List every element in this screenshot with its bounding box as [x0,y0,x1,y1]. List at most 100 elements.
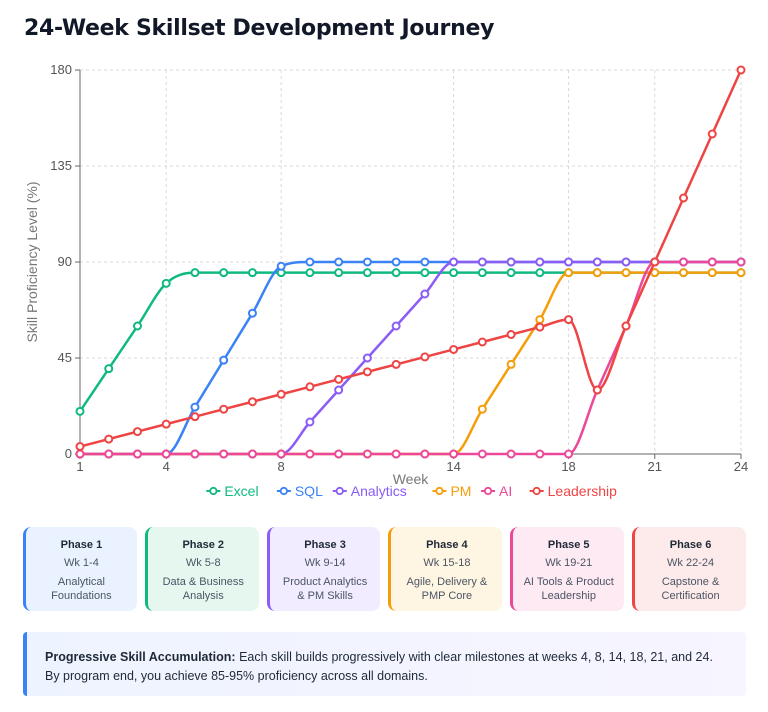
page-title: 24-Week Skillset Development Journey [24,16,495,41]
legend-label-pm: PM [450,483,471,499]
phase-weeks: Wk 15-18 [423,557,471,569]
phase-name: Phase 2 [182,539,225,551]
data-point-analytics [535,257,545,267]
data-point-leadership [449,344,459,354]
data-point-ai [161,449,171,459]
data-point-pm [592,268,602,278]
data-point-ai [707,257,717,267]
series-line-leadership [79,69,743,448]
chart-legend: Excel SQL Analytics PM AI Leadership [206,483,617,499]
data-point-excel [219,268,229,278]
data-point-leadership [707,129,717,139]
data-point-leadership [276,389,286,399]
data-point-excel [506,268,516,278]
data-point-sql [305,257,315,267]
legend-marker-sql [279,486,288,496]
data-point-ai [219,449,229,459]
data-point-leadership [334,374,344,384]
phase-desc-line: Capstone & [661,576,720,588]
phase-card-1: Phase 1 Wk 1-4 Analytical Foundations [23,527,137,611]
phase-desc-line: PMP Core [421,590,473,602]
phase-card-4: Phase 4 Wk 15-18 Agile, Delivery & PMP Co… [388,527,503,611]
y-tick-label: 45 [58,350,72,365]
y-axis-title: Skill Proficiency Level (%) [24,181,40,342]
phase-desc-line: Leadership [541,590,596,602]
data-point-excel [132,321,142,331]
phase-desc-line: & PM Skills [297,590,353,602]
legend-label-sql: SQL [295,483,323,499]
data-point-excel [247,268,257,278]
data-point-pm [707,268,717,278]
phase-desc-line: Analytical [57,576,105,588]
data-point-leadership [535,322,545,332]
data-point-excel [190,268,200,278]
phase-desc-line: Agile, Delivery & [406,576,488,588]
phase-cards: Phase 1 Wk 1-4 Analytical Foundations Pha… [23,527,746,611]
series-leadership [75,65,746,452]
data-point-pm [621,268,631,278]
x-tick-label: 24 [734,459,748,474]
data-point-pm [564,268,574,278]
phase-card-2: Phase 2 Wk 5-8 Data & Business Analysis [144,527,259,611]
data-point-leadership [190,412,200,422]
legend-label-ai: AI [499,483,512,499]
data-point-ai [104,449,114,459]
legend-item-sql: SQL [276,483,323,499]
phase-card-6: Phase 6 Wk 22-24 Capstone & Certification [632,527,746,611]
phase-weeks: Wk 9-14 [304,557,346,569]
phase-desc-line: Foundations [51,590,112,602]
phase-desc-line: Product Analytics [282,576,368,588]
x-tick-label: 14 [446,459,460,474]
summary-note: Progressive Skill Accumulation: Each ski… [23,632,746,696]
phase-name: Phase 3 [304,539,346,551]
data-point-leadership [305,382,315,392]
phase-desc-line: AI Tools & Product [523,576,614,588]
data-point-pm [477,404,487,414]
data-point-ai [449,449,459,459]
data-point-analytics [420,289,430,299]
y-tick-label: 90 [58,254,72,269]
phase-weeks: Wk 5-8 [185,557,221,569]
data-point-excel [75,406,85,416]
data-point-ai [334,449,344,459]
data-point-excel [477,268,487,278]
phase-name: Phase 1 [60,539,103,551]
x-tick-label: 18 [561,459,575,474]
legend-item-analytics: Analytics [332,483,407,499]
phase-weeks: Wk 22-24 [667,557,715,569]
data-point-leadership [621,321,631,331]
data-point-leadership [219,404,229,414]
x-axis-title: Week [393,471,430,487]
data-point-excel [449,268,459,278]
data-point-analytics [506,257,516,267]
phase-weeks: Wk 1-4 [63,557,99,569]
data-point-ai [75,449,85,459]
data-point-ai [362,449,372,459]
y-tick-label: 180 [50,62,72,77]
series-line-pm [79,271,741,456]
data-point-excel [535,268,545,278]
data-point-ai [679,257,689,267]
data-point-analytics [391,321,401,331]
data-point-leadership [650,257,660,267]
data-point-analytics [449,257,459,267]
data-point-leadership [736,65,746,75]
phase-desc-line: Data & Business [162,576,244,588]
data-point-leadership [391,359,401,369]
legend-label-leadership: Leadership [548,483,617,499]
data-point-sql [362,257,372,267]
phase-name: Phase 5 [547,539,590,551]
data-point-leadership [75,442,85,452]
data-point-ai [477,449,487,459]
phase-desc-line: Analysis [182,590,224,602]
data-point-sql [276,261,286,271]
data-point-sql [190,402,200,412]
data-point-ai [420,449,430,459]
phase-card-3: Phase 3 Wk 9-14 Product Analytics & PM Sk… [266,527,381,611]
data-point-sql [334,257,344,267]
data-point-ai [247,449,257,459]
data-point-analytics [477,257,487,267]
data-point-leadership [679,193,689,203]
